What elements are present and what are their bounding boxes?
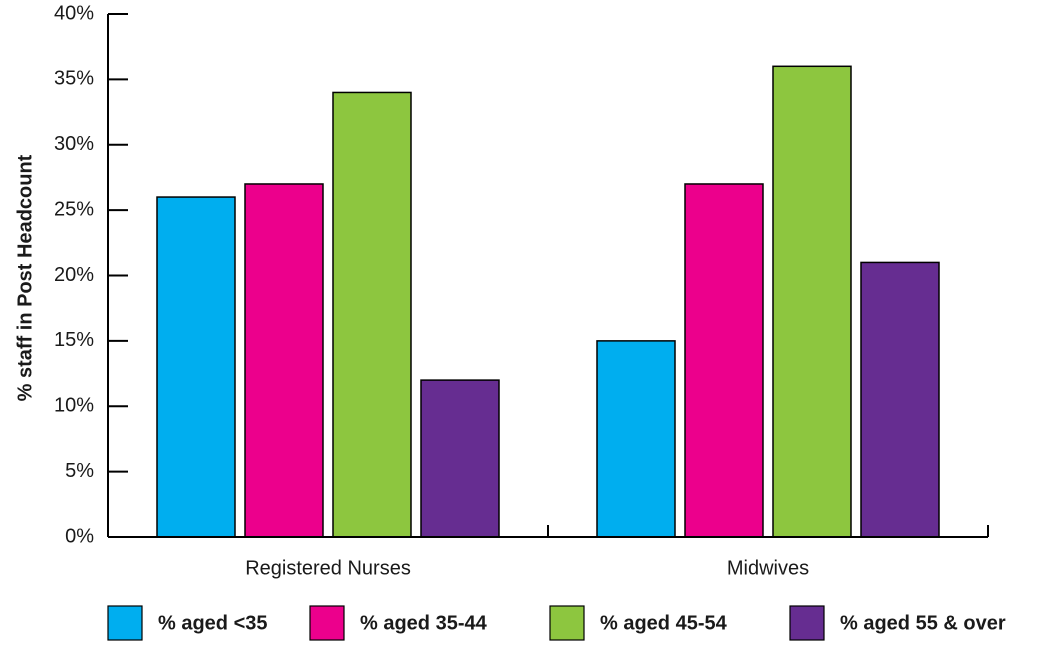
y-tick-label: 20% (54, 264, 94, 286)
bar (332, 91, 412, 538)
legend-entry-label: % aged <35 (158, 612, 268, 634)
bar (684, 183, 764, 538)
y-axis-label: % staff in Post Headcount (14, 154, 36, 401)
y-tick-label: 35% (54, 68, 94, 90)
legend-swatch (789, 605, 825, 641)
bar (772, 65, 852, 538)
y-tick-label: 15% (54, 329, 94, 351)
bar (156, 196, 236, 538)
legend-swatch (309, 605, 345, 641)
legend-entry-label: % aged 45-54 (600, 612, 728, 634)
y-tick-label: 40% (54, 2, 94, 24)
legend-swatch (549, 605, 585, 641)
y-tick-label: 0% (65, 525, 94, 547)
legend-entry-label: % aged 55 & over (840, 612, 1006, 634)
legend-entry-label: % aged 35-44 (360, 612, 488, 634)
bar (244, 183, 324, 538)
y-tick-label: 25% (54, 198, 94, 220)
bar (420, 379, 500, 538)
legend: % aged <35 % aged 35-44 % aged 45-54 % aged… (107, 605, 1006, 641)
bar (860, 261, 940, 538)
x-tick-label: Midwives (727, 557, 809, 579)
x-tick-label: Registered Nurses (245, 557, 411, 579)
y-axis: 0% 5% 10% 15% 20% 25% 30% 35% 40% (54, 2, 128, 547)
y-tick-label: 30% (54, 133, 94, 155)
y-tick-label: 10% (54, 395, 94, 417)
x-axis: Registered Nurses Midwives (108, 525, 989, 579)
legend-swatch (107, 605, 143, 641)
y-tick-label: 5% (65, 460, 94, 482)
bars (156, 65, 940, 538)
bar (596, 340, 676, 538)
